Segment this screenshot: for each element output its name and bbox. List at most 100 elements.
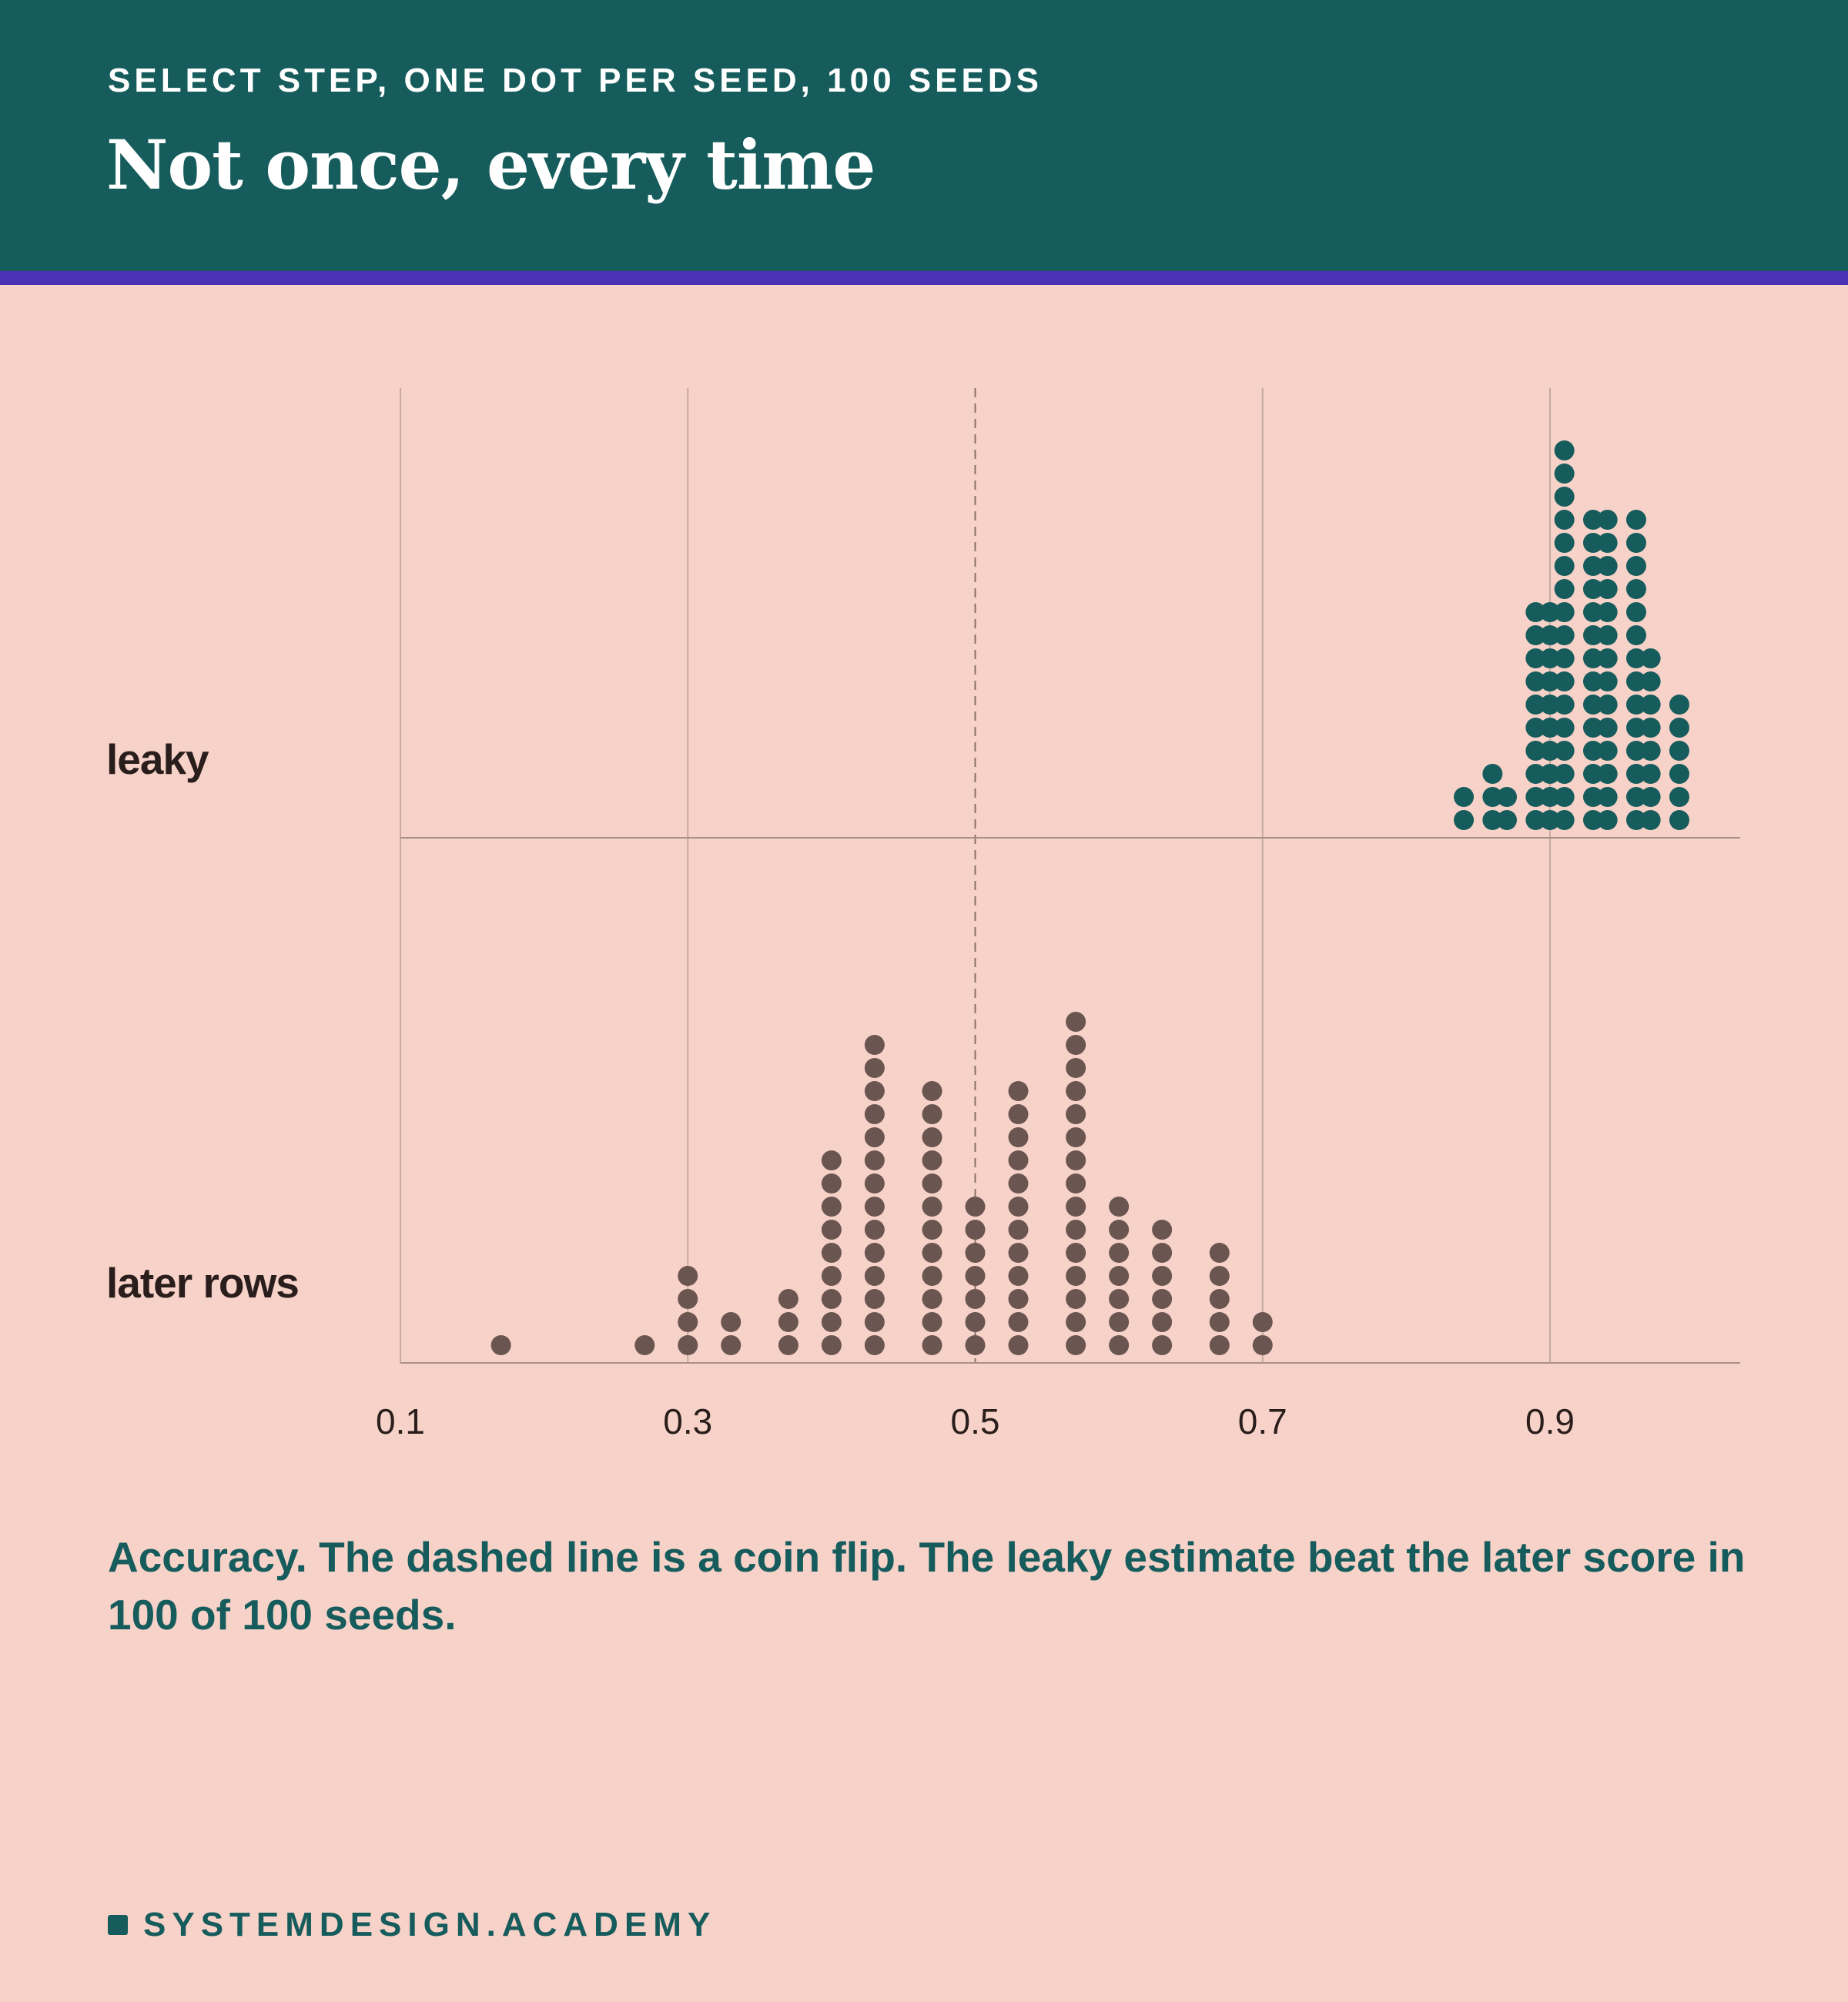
dot-leaky bbox=[1640, 787, 1661, 807]
dot-leaky bbox=[1540, 671, 1560, 691]
dot-leaky bbox=[1554, 810, 1575, 830]
dot-later-rows bbox=[1109, 1335, 1130, 1355]
dot-leaky bbox=[1597, 510, 1618, 530]
dot-later-rows bbox=[922, 1127, 942, 1147]
dot-leaky bbox=[1482, 810, 1503, 830]
dot-leaky bbox=[1597, 625, 1618, 645]
dot-later-rows bbox=[1209, 1243, 1230, 1263]
dot-leaky bbox=[1540, 625, 1560, 645]
dot-later-rows bbox=[965, 1312, 986, 1332]
x-tick-label: 0.1 bbox=[376, 1401, 425, 1441]
dot-later-rows bbox=[1066, 1335, 1086, 1355]
dot-later-rows bbox=[864, 1081, 885, 1101]
dot-leaky bbox=[1525, 764, 1546, 784]
dot-later-rows bbox=[721, 1312, 742, 1332]
dot-later-rows bbox=[922, 1289, 942, 1309]
dot-leaky bbox=[1554, 718, 1575, 738]
dot-leaky bbox=[1582, 764, 1603, 784]
x-tick-label: 0.5 bbox=[951, 1401, 1000, 1441]
dot-leaky bbox=[1540, 695, 1560, 715]
dot-leaky bbox=[1540, 810, 1560, 830]
dot-leaky bbox=[1625, 787, 1646, 807]
dot-leaky bbox=[1540, 741, 1560, 761]
dot-later-rows bbox=[965, 1289, 986, 1309]
brand-name: SYSTEMDESIGN.ACADEMY bbox=[143, 1906, 717, 1943]
dot-leaky bbox=[1540, 648, 1560, 668]
dot-later-rows bbox=[1252, 1335, 1273, 1355]
dot-leaky bbox=[1669, 787, 1689, 807]
dot-later-rows bbox=[678, 1335, 698, 1355]
dot-leaky bbox=[1525, 718, 1546, 738]
dot-later-rows bbox=[1066, 1127, 1086, 1147]
dot-later-rows bbox=[965, 1197, 986, 1217]
dot-later-rows bbox=[721, 1335, 742, 1355]
dot-later-rows bbox=[1008, 1104, 1029, 1124]
dot-later-rows bbox=[1008, 1266, 1029, 1286]
dot-later-rows bbox=[864, 1150, 885, 1170]
dot-later-rows bbox=[864, 1173, 885, 1194]
dot-later-rows bbox=[1109, 1220, 1130, 1240]
dot-leaky bbox=[1640, 718, 1661, 738]
dot-later-rows bbox=[1008, 1312, 1029, 1332]
dot-later-rows bbox=[1152, 1243, 1173, 1263]
dot-leaky bbox=[1640, 741, 1661, 761]
dot-later-rows bbox=[922, 1150, 942, 1170]
dot-later-rows bbox=[1152, 1312, 1173, 1332]
dot-leaky bbox=[1625, 510, 1646, 530]
dot-later-rows bbox=[490, 1335, 511, 1355]
dot-later-rows bbox=[965, 1335, 986, 1355]
dot-leaky bbox=[1597, 787, 1618, 807]
dot-later-rows bbox=[864, 1335, 885, 1355]
dot-leaky bbox=[1597, 556, 1618, 576]
dot-leaky bbox=[1582, 741, 1603, 761]
dot-later-rows bbox=[821, 1173, 842, 1194]
dot-later-rows bbox=[1066, 1220, 1086, 1240]
dot-later-rows bbox=[1066, 1197, 1086, 1217]
dot-later-rows bbox=[1008, 1150, 1029, 1170]
dot-later-rows bbox=[1066, 1243, 1086, 1263]
dot-later-rows bbox=[922, 1220, 942, 1240]
dot-later-rows bbox=[1209, 1266, 1230, 1286]
dot-leaky bbox=[1525, 787, 1546, 807]
dot-leaky bbox=[1554, 556, 1575, 576]
dot-leaky bbox=[1582, 510, 1603, 530]
dot-leaky bbox=[1582, 579, 1603, 599]
dot-later-rows bbox=[922, 1197, 942, 1217]
dot-leaky bbox=[1597, 671, 1618, 691]
dot-leaky bbox=[1625, 648, 1646, 668]
dot-leaky bbox=[1540, 718, 1560, 738]
dot-leaky bbox=[1582, 787, 1603, 807]
dot-later-rows bbox=[778, 1289, 798, 1309]
dot-later-rows bbox=[922, 1243, 942, 1263]
dot-later-rows bbox=[922, 1266, 942, 1286]
dot-later-rows bbox=[1109, 1243, 1130, 1263]
dot-leaky bbox=[1482, 764, 1503, 784]
dot-later-rows bbox=[864, 1266, 885, 1286]
dot-leaky bbox=[1625, 579, 1646, 599]
dot-leaky bbox=[1669, 810, 1689, 830]
dot-later-rows bbox=[922, 1335, 942, 1355]
dot-later-rows bbox=[864, 1220, 885, 1240]
x-tick-label: 0.9 bbox=[1525, 1401, 1575, 1441]
dot-later-rows bbox=[778, 1312, 798, 1332]
dot-plot-chart: 0.1 0.3 0.5 0.7 0.9 leaky later rows bbox=[106, 388, 1740, 1441]
dot-leaky bbox=[1454, 787, 1475, 807]
dot-later-rows bbox=[678, 1289, 698, 1309]
dot-later-rows bbox=[1152, 1289, 1173, 1309]
dot-leaky bbox=[1625, 741, 1646, 761]
dot-later-rows bbox=[1008, 1220, 1029, 1240]
dot-later-rows bbox=[1109, 1289, 1130, 1309]
dot-later-rows bbox=[821, 1312, 842, 1332]
dot-leaky bbox=[1625, 695, 1646, 715]
dot-leaky bbox=[1525, 648, 1546, 668]
dot-leaky bbox=[1625, 602, 1646, 622]
dot-leaky bbox=[1625, 718, 1646, 738]
dot-leaky bbox=[1582, 718, 1603, 738]
brand-square-icon bbox=[108, 1915, 128, 1935]
dot-later-rows bbox=[922, 1081, 942, 1101]
dot-leaky bbox=[1525, 741, 1546, 761]
dot-leaky bbox=[1554, 695, 1575, 715]
dot-leaky bbox=[1669, 695, 1689, 715]
dot-leaky bbox=[1525, 602, 1546, 622]
dot-later-rows bbox=[1152, 1335, 1173, 1355]
